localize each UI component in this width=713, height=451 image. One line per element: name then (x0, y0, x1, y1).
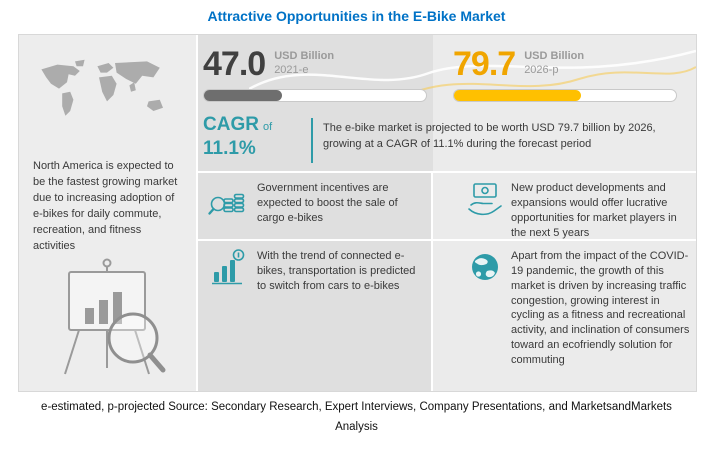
hand-money-icon (468, 183, 502, 216)
insight-connected-ebikes: With the trend of connected e-bikes, tra… (257, 250, 416, 292)
horizontal-divider-bottom (198, 239, 696, 241)
globe-icon (472, 254, 498, 280)
cagr-of-label: of (262, 121, 273, 133)
cagr-value: 11.1% (203, 137, 256, 159)
market-value-2026-label: USD Billion 2026-p (524, 47, 584, 78)
insight-government-incentives: Government incentives are expected to bo… (257, 182, 398, 224)
insight-new-products: New product developments and expansions … (511, 182, 677, 239)
source-footnote: e-estimated, p-projected Source: Seconda… (0, 398, 713, 437)
progress-bar-2026-fill (454, 90, 581, 101)
market-projection-text: The e-bike market is projected to be wor… (323, 122, 656, 150)
cagr-block: CAGR of 11.1% (203, 114, 273, 161)
coins-magnifier-icon (208, 193, 245, 215)
horizontal-divider-top (198, 171, 696, 173)
unit-label: USD Billion (274, 50, 335, 62)
source-footnote-line2: Analysis (335, 420, 378, 433)
year-label: 2021-e (274, 64, 309, 77)
progress-bar-2021 (203, 89, 427, 102)
world-map-image (41, 59, 163, 116)
progress-bar-2021-fill (204, 90, 282, 101)
cagr-divider-rule (311, 118, 313, 163)
year-label: 2026-p (524, 64, 559, 77)
market-value-2021: 47.0 USD Billion 2021-e (203, 47, 334, 81)
unit-label: USD Billion (524, 50, 585, 62)
bar-chart-growth-icon (212, 249, 245, 285)
vertical-divider (431, 171, 433, 391)
market-value-2021-number: 47.0 (203, 45, 266, 83)
chart-easel-magnifier-illustration (64, 258, 166, 375)
progress-bar-2026 (453, 89, 677, 102)
market-value-2026: 79.7 USD Billion 2026-p (453, 47, 584, 81)
market-value-2026-number: 79.7 (453, 45, 516, 83)
regional-insight-text: North America is expected to be the fast… (33, 160, 178, 252)
main-panel: North America is expected to be the fast… (18, 34, 697, 392)
insight-covid-drivers: Apart from the impact of the COVID-19 pa… (511, 250, 690, 366)
source-footnote-line1: e-estimated, p-projected Source: Seconda… (41, 401, 672, 413)
market-value-2021-label: USD Billion 2021-e (274, 47, 334, 78)
cagr-label: CAGR (203, 114, 259, 135)
page-title: Attractive Opportunities in the E-Bike M… (207, 8, 506, 24)
